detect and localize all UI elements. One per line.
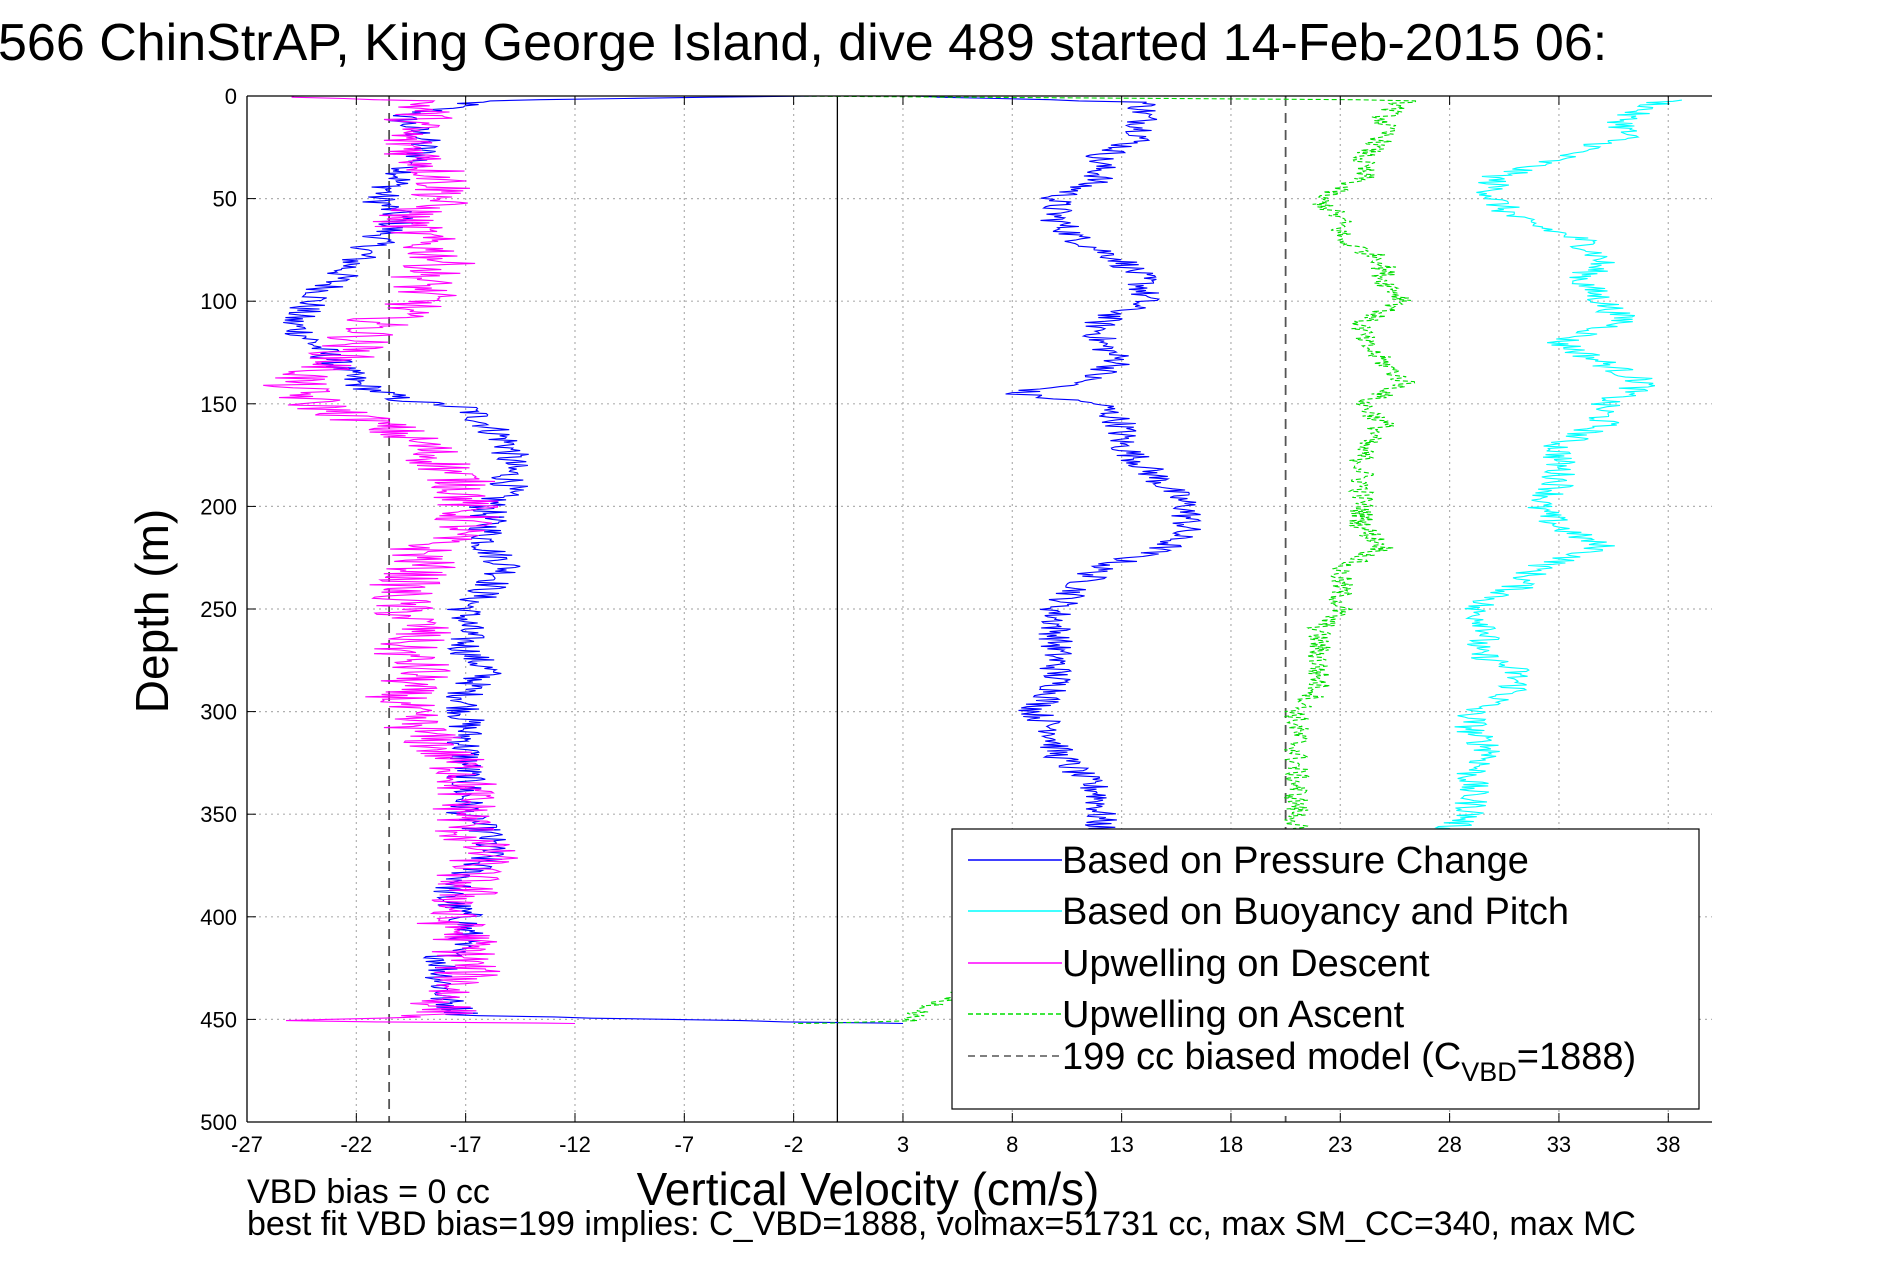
- y-tick-label: 300: [200, 700, 237, 725]
- x-tick-label: -17: [450, 1132, 482, 1157]
- y-axis-label: Depth (m): [126, 509, 178, 713]
- x-tick-label: -22: [340, 1132, 372, 1157]
- y-tick-label: 0: [225, 84, 237, 109]
- y-tick-label: 400: [200, 905, 237, 930]
- y-tick-label: 50: [213, 187, 237, 212]
- x-axis-label: Vertical Velocity (cm/s): [637, 1163, 1100, 1215]
- series-line-upwelling-descent: [263, 95, 576, 1025]
- x-tick-label: 23: [1328, 1132, 1352, 1157]
- x-tick-label: 13: [1109, 1132, 1133, 1157]
- x-tick-label: 33: [1547, 1132, 1571, 1157]
- tick-labels: -27 -22 -17 -12 -7 -2 3 8 13 18 23 28 33 380501001502…: [200, 84, 1680, 1157]
- legend-label: Based on Buoyancy and Pitch: [1062, 891, 1569, 933]
- y-tick-label: 250: [200, 597, 237, 622]
- series-line-buoyancy-pitch: [1434, 99, 1682, 830]
- x-tick-label: -2: [784, 1132, 804, 1157]
- series-group: [263, 95, 1682, 1122]
- x-tick-label: 38: [1656, 1132, 1680, 1157]
- y-tick-label: 150: [200, 392, 237, 417]
- footer-best-fit-line: best fit VBD bias=199 implies: C_VBD=188…: [247, 1205, 1636, 1243]
- x-tick-label: -12: [559, 1132, 591, 1157]
- y-tick-label: 500: [200, 1110, 237, 1135]
- legend-label: Upwelling on Descent: [1062, 943, 1430, 985]
- legend-label: Based on Pressure Change: [1062, 840, 1529, 882]
- x-tick-label: 3: [897, 1132, 909, 1157]
- series-line-pressure-change-ascent: [916, 95, 1202, 832]
- y-tick-label: 100: [200, 289, 237, 314]
- y-tick-label: 200: [200, 494, 237, 519]
- x-tick-label: 18: [1219, 1132, 1243, 1157]
- x-tick-label: -7: [675, 1132, 695, 1157]
- legend-box: [951, 828, 1700, 1110]
- axes: [246, 95, 1712, 1123]
- legend: Based on Pressure Change Based on Buoyanc…: [951, 828, 1700, 1110]
- legend-suffix: =1888): [1517, 1036, 1636, 1078]
- footer-bias-line: VBD bias = 0 cc: [247, 1173, 490, 1211]
- legend-label: Upwelling on Ascent: [1062, 994, 1405, 1036]
- chart-title: 566 ChinStrAP, King George Island, dive …: [0, 14, 1607, 72]
- series-line-pressure-change: [283, 95, 904, 1025]
- legend-subscript: VBD: [1461, 1057, 1517, 1087]
- y-tick-label: 350: [200, 802, 237, 827]
- y-tick-label: 450: [200, 1007, 237, 1032]
- x-tick-label: -27: [231, 1132, 263, 1157]
- x-tick-label: 28: [1437, 1132, 1461, 1157]
- x-tick-label: 8: [1006, 1132, 1018, 1157]
